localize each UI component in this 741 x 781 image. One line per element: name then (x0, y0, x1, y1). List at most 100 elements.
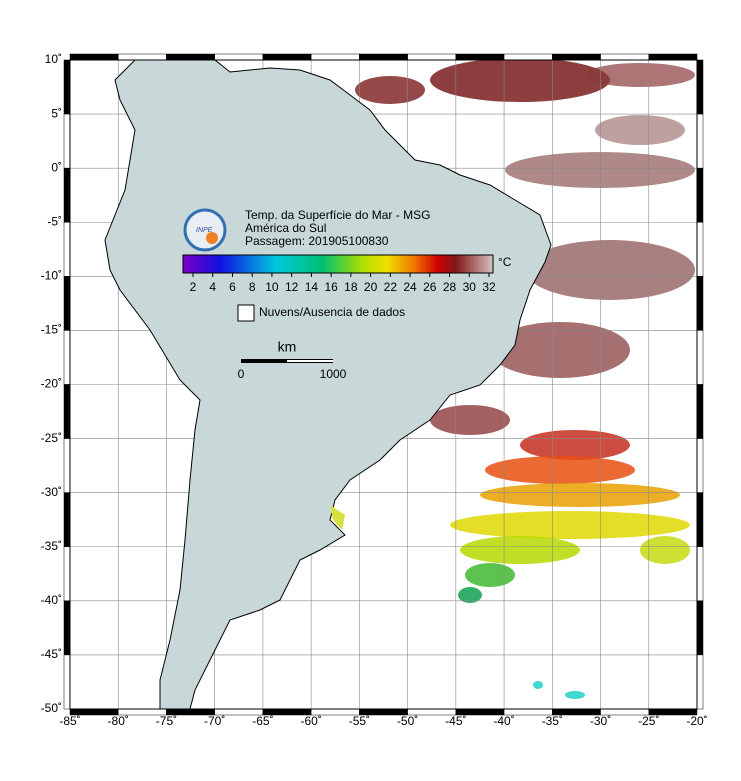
border-seg (63, 654, 71, 710)
lat-tick-label: -40˚ (41, 593, 62, 607)
border-seg (696, 654, 704, 710)
border-seg (696, 330, 704, 385)
lon-tick-label: -40˚ (493, 714, 514, 728)
lat-tick-label: -30˚ (41, 485, 62, 499)
pass: Passagem: 201905100830 (245, 234, 389, 248)
lon-tick-label: -25˚ (638, 714, 659, 728)
border-seg (696, 276, 704, 331)
border-seg (455, 53, 505, 61)
lat-tick-label: -50˚ (41, 701, 62, 715)
border-seg (696, 546, 704, 602)
lat-tick-label: 0˚ (51, 160, 62, 174)
logo-dot (206, 232, 218, 244)
border-seg (63, 222, 71, 277)
lon-tick-label: -45˚ (445, 714, 466, 728)
border-seg (214, 53, 264, 61)
border-seg (503, 53, 553, 61)
scale-unit: km (278, 339, 297, 355)
border-seg (63, 330, 71, 385)
border-seg (63, 384, 71, 439)
border-seg (166, 53, 215, 61)
lon-tick-label: -35˚ (542, 714, 563, 728)
border-seg (63, 600, 71, 656)
lat-tick-label: -35˚ (41, 539, 62, 553)
colorbar-tick-label: 14 (305, 280, 319, 294)
colorbar-tick-label: 10 (265, 280, 279, 294)
colorbar-tick-label: 16 (324, 280, 338, 294)
colorbar-tick-label: 2 (190, 280, 197, 294)
region: América do Sul (245, 221, 326, 235)
border-seg (696, 384, 704, 439)
lon-tick-label: -80˚ (108, 714, 129, 728)
colorbar-tick-label: 18 (344, 280, 358, 294)
lat-tick-label: -45˚ (41, 647, 62, 661)
colorbar-tick-label: 4 (209, 280, 216, 294)
lat-tick-label: -20˚ (41, 377, 62, 391)
border-seg (310, 53, 360, 61)
border-seg (63, 59, 71, 115)
border-seg (63, 276, 71, 331)
border-seg (696, 600, 704, 656)
border-seg (407, 53, 457, 61)
lon-tick-label: -75˚ (156, 714, 177, 728)
border-seg (63, 167, 71, 223)
colorbar-tick-label: 20 (364, 280, 378, 294)
scale-bar-half (287, 360, 333, 362)
lat-tick-label: -5˚ (47, 214, 62, 228)
colorbar (182, 254, 494, 274)
border-seg (262, 53, 312, 61)
colorbar-tick-label: 8 (249, 280, 256, 294)
colorbar-tick-label: 26 (423, 280, 437, 294)
title: Temp. da Superfície do Mar - MSG (245, 208, 430, 222)
colorbar-tick-label: 32 (482, 280, 496, 294)
plata-sst (330, 505, 345, 530)
border-seg (696, 113, 704, 169)
colorbar-unit: °C (498, 255, 512, 269)
border-seg (359, 53, 408, 61)
lon-tick-label: -70˚ (204, 714, 225, 728)
border-seg (696, 59, 704, 115)
legend-label: Nuvens/Ausencia de dados (259, 305, 405, 319)
colorbar-tick-label: 22 (384, 280, 398, 294)
colorbar-tick-label: 24 (403, 280, 417, 294)
lon-tick-label: -55˚ (349, 714, 370, 728)
border-seg (69, 53, 119, 61)
colorbar-tick-label: 28 (443, 280, 457, 294)
frame-border (63, 53, 704, 716)
border-seg (117, 53, 167, 61)
border-seg (696, 167, 704, 223)
lon-tick-label: -85˚ (59, 714, 80, 728)
lon-tick-label: -20˚ (686, 714, 707, 728)
border-seg (648, 53, 698, 61)
lon-tick-label: -30˚ (590, 714, 611, 728)
lat-tick-label: 10˚ (45, 52, 62, 66)
sst-patches (355, 60, 695, 699)
border-seg (696, 438, 704, 493)
frame (69, 59, 698, 710)
border-seg (63, 438, 71, 493)
logo-text: INPE (196, 227, 213, 234)
colorbar-ticks: 2 4 6 8 10 12 14 16 18 20 22 24 26 28 30 32 (190, 273, 496, 294)
border-seg (696, 492, 704, 547)
colorbar-tick-label: 6 (229, 280, 236, 294)
border-seg (600, 53, 650, 61)
lat-tick-label: 5˚ (51, 106, 62, 120)
lat-tick-label: -15˚ (41, 323, 62, 337)
legend-box (237, 304, 255, 322)
border-seg (552, 53, 601, 61)
lon-tick-label: -50˚ (397, 714, 418, 728)
border-seg (63, 113, 71, 169)
border-seg (63, 546, 71, 602)
border-seg (63, 492, 71, 547)
colorbar-tick-label: 12 (285, 280, 299, 294)
scale-start: 0 (238, 367, 245, 381)
border-seg (696, 222, 704, 277)
lat-tick-label: -10˚ (41, 269, 62, 283)
colorbar-tick-label: 30 (463, 280, 477, 294)
lon-tick-label: -65˚ (252, 714, 273, 728)
scale-end: 1000 (320, 367, 347, 381)
lat-tick-label: -25˚ (41, 431, 62, 445)
lon-tick-label: -60˚ (300, 714, 321, 728)
axis-ticks: -85˚ -80˚ -75˚ -70˚ -65˚ -60˚ -55˚ -50˚ -45˚ -40˚… (41, 52, 708, 728)
